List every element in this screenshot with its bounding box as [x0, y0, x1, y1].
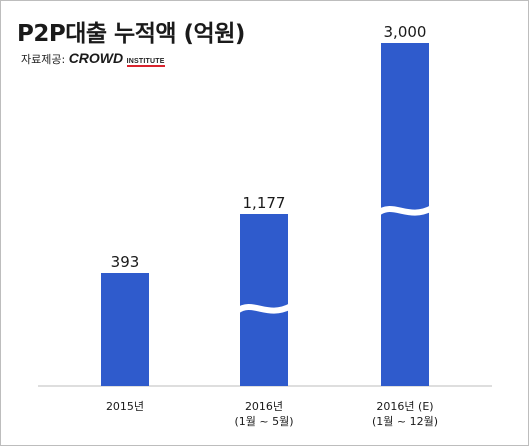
source-label: 자료제공: — [21, 53, 66, 66]
labels-group: 393 2015년 1,177 2016년 (1월 ~ 5월) 3,000 2016년 (E… — [106, 23, 438, 428]
bar-0 — [101, 273, 149, 386]
category-label-1-0: 2016년 — [245, 400, 283, 413]
chart-title: P2P대출 누적액 (억원) — [17, 21, 245, 47]
value-label-2: 3,000 — [384, 23, 427, 41]
bars-group — [101, 43, 434, 386]
value-label-0: 393 — [111, 253, 140, 271]
source-credit: 자료제공: CROWD INSTITUTE — [21, 50, 165, 67]
source-brand: CROWD — [68, 50, 124, 66]
source-brand-sub: INSTITUTE — [126, 58, 165, 67]
bar-1 — [240, 214, 288, 386]
category-label-2-0: 2016년 (E) — [376, 400, 433, 413]
axis-break-2 — [376, 205, 434, 216]
category-label-1-1: (1월 ~ 5월) — [234, 415, 293, 428]
axis-break-1 — [235, 303, 293, 314]
value-label-1: 1,177 — [243, 194, 286, 212]
category-label-2-1: (1월 ~ 12월) — [372, 415, 438, 428]
category-label-0-0: 2015년 — [106, 400, 144, 413]
